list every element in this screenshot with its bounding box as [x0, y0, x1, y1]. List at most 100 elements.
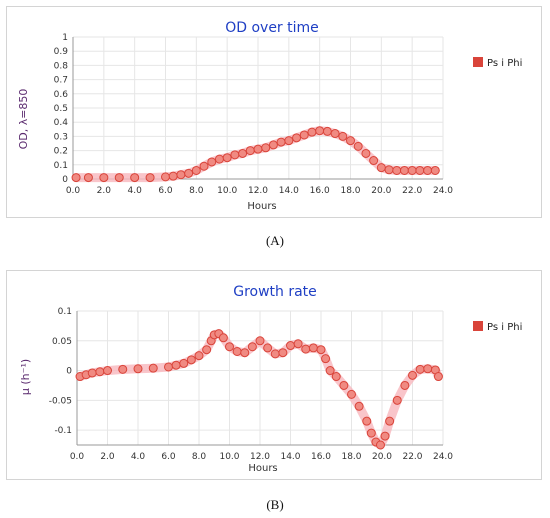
data-point	[353, 141, 363, 151]
data-point	[87, 368, 97, 378]
y-tick-label: 0.1	[58, 307, 72, 317]
data-point	[276, 137, 286, 147]
chart-title: OD over time	[225, 20, 319, 36]
data-point	[114, 173, 124, 183]
chart-title: Growth rate	[233, 284, 317, 300]
data-point	[380, 431, 390, 441]
od-chart-svg: OD over time OD, λ=850 Hours 0 0.1 0.2 0.3 0…	[17, 20, 522, 212]
data-point	[218, 333, 228, 343]
x-tick-label: 16.0	[310, 186, 330, 196]
legend: Ps i Phi	[473, 57, 522, 69]
data-point	[194, 351, 204, 361]
x-tick-label: 4.0	[131, 452, 146, 462]
plot-area: 00.10.20.30.40.50.60.70.80.910.0 2.0 4.0 6.…	[54, 33, 454, 196]
data-point	[407, 165, 417, 175]
y-tick-label: 0.2	[54, 147, 68, 157]
data-point	[366, 428, 376, 438]
data-point	[392, 165, 402, 175]
x-tick-label: 10.0	[217, 186, 237, 196]
data-point	[164, 362, 173, 372]
legend-label: Ps i Phi	[487, 58, 522, 69]
y-tick-label: 0	[66, 367, 72, 377]
data-point	[362, 416, 372, 426]
legend-label: Ps i Phi	[487, 322, 522, 333]
y-tick-label: 0.5	[54, 104, 68, 114]
y-tick-label: 0	[62, 175, 68, 185]
x-tick-label: 12.0	[250, 452, 270, 462]
growth-rate-chart-panel: Growth rate μ (h⁻¹) Hours 0.1 0.05 0 -0.05 -…	[6, 270, 542, 480]
x-tick-label: 6.0	[158, 186, 173, 196]
x-tick-label: 20.0	[372, 452, 392, 462]
data-point	[184, 168, 194, 178]
data-point	[375, 440, 385, 450]
data-point	[176, 170, 186, 180]
data-point	[299, 130, 309, 140]
data-point	[423, 364, 433, 374]
x-tick-label: 0.0	[66, 186, 81, 196]
data-point	[238, 148, 248, 158]
x-tick-label: 6.0	[161, 452, 176, 462]
y-tick-label: 0.9	[54, 47, 69, 57]
series-glow	[75, 329, 443, 450]
data-point	[168, 171, 178, 181]
data-point	[315, 126, 325, 136]
data-point	[207, 157, 217, 167]
x-tick-label: 14.0	[279, 186, 299, 196]
y-tick-label: 0.6	[54, 90, 69, 100]
x-tick-label: 12.0	[248, 186, 268, 196]
x-tick-label: 8.0	[192, 452, 207, 462]
data-point	[330, 129, 340, 139]
data-point	[171, 360, 181, 370]
data-point	[385, 416, 395, 426]
data-point	[99, 173, 109, 183]
data-point	[179, 358, 189, 368]
y-tick-label: 0.7	[54, 76, 68, 86]
data-point	[361, 148, 371, 158]
data-point	[225, 342, 234, 352]
y-tick-label: 0.3	[54, 132, 68, 142]
data-point	[408, 370, 417, 380]
data-point	[103, 366, 112, 376]
data-point	[399, 165, 409, 175]
data-point	[240, 348, 250, 358]
data-point	[338, 131, 348, 141]
x-axis-title: Hours	[247, 201, 276, 212]
y-tick-label: 0.8	[54, 61, 69, 71]
data-point	[232, 346, 242, 356]
data-point	[376, 163, 386, 173]
data-point	[433, 372, 443, 382]
data-point	[83, 173, 93, 183]
data-point	[284, 136, 294, 146]
y-axis-title: μ (h⁻¹)	[19, 359, 32, 395]
x-tick-label: 0.0	[70, 452, 85, 462]
x-tick-label: 22.0	[402, 186, 422, 196]
x-tick-label: 16.0	[311, 452, 331, 462]
x-tick-label: 22.0	[402, 452, 422, 462]
data-point	[423, 165, 433, 175]
data-point	[331, 372, 341, 382]
data-point	[95, 367, 105, 377]
y-axis-title: OD, λ=850	[17, 89, 30, 150]
data-point	[118, 364, 128, 374]
data-point	[130, 173, 140, 183]
data-point	[270, 349, 280, 359]
y-tick-label: 0.05	[52, 337, 72, 347]
x-tick-label: 14.0	[280, 452, 300, 462]
plot-area: 0.1 0.05 0 -0.05 -0.1 0.0 2.0 4.0 6.0 8.0 10.0 12.0…	[49, 307, 454, 462]
data-point	[145, 173, 155, 183]
data-point	[245, 146, 255, 156]
x-tick-label: 8.0	[189, 186, 204, 196]
data-point	[71, 173, 81, 183]
x-tick-label: 24.0	[433, 452, 453, 462]
data-point	[400, 380, 410, 390]
data-point	[261, 143, 271, 153]
data-point	[278, 348, 288, 358]
y-tick-label: -0.05	[49, 396, 72, 406]
y-tick-label: 0.1	[54, 161, 68, 171]
growth-rate-chart-svg: Growth rate μ (h⁻¹) Hours 0.1 0.05 0 -0.05 -…	[19, 284, 522, 474]
data-point	[263, 343, 273, 353]
data-point	[161, 172, 170, 182]
legend-swatch	[473, 321, 483, 331]
data-point	[230, 150, 240, 160]
data-point	[199, 161, 209, 171]
